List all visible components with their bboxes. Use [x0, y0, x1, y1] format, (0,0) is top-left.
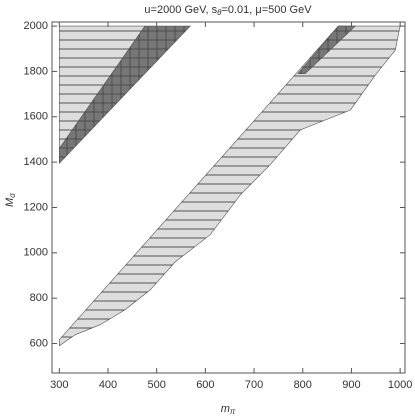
y-tick-label: 2000: [24, 20, 48, 32]
x-tick-label: 900: [342, 379, 360, 391]
x-tick-label: 300: [50, 379, 68, 391]
region-hatch: [59, 26, 401, 346]
frame: [51, 21, 406, 374]
plot-area: [59, 25, 401, 347]
y-axis-label: Mσ: [4, 192, 17, 207]
x-tick-label: 800: [294, 379, 312, 391]
y-tick-label: 1200: [24, 201, 48, 213]
region-hatch: [59, 26, 191, 164]
x-tick-label: 700: [245, 379, 263, 391]
x-tick-label: 600: [196, 379, 214, 391]
y-tick-label: 600: [30, 337, 48, 349]
x-tick-label: 500: [148, 379, 166, 391]
y-tick-label: 1400: [24, 156, 48, 168]
x-axis-label: mπ: [221, 403, 236, 416]
region-hatch: [297, 26, 356, 74]
chart-title: u=2000 GeV, sθ=0.01, μ=500 GeV: [144, 4, 312, 17]
y-tick-label: 1600: [24, 111, 48, 123]
x-tick-label: 400: [99, 379, 117, 391]
y-tick-label: 1000: [24, 247, 48, 259]
y-tick-label: 1800: [24, 65, 48, 77]
y-tick-label: 800: [30, 292, 48, 304]
x-tick-label: 1000: [388, 379, 412, 391]
